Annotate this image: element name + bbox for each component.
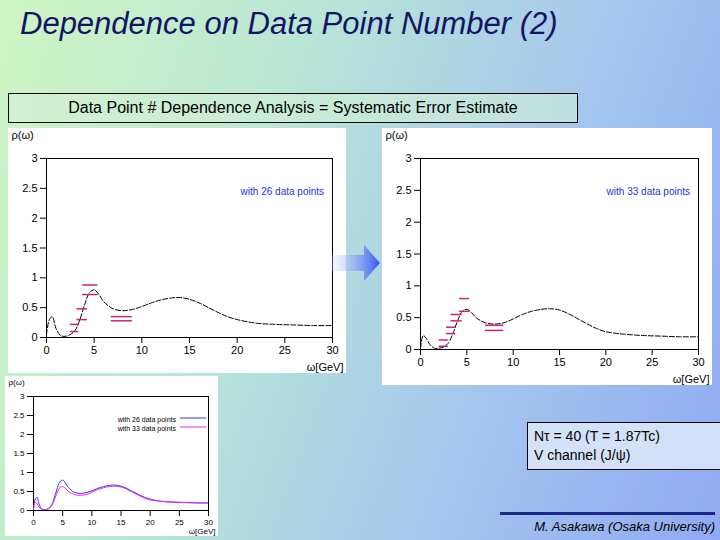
svg-text:5: 5 (91, 344, 97, 356)
svg-text:30: 30 (692, 356, 704, 368)
html-text:with 26 data points: with 26 data points (240, 186, 324, 197)
svg-text:1.5: 1.5 (13, 449, 25, 458)
svg-text:0: 0 (31, 331, 37, 343)
svg-text:0: 0 (405, 343, 411, 355)
svg-text:ω[GeV]: ω[GeV] (189, 527, 216, 536)
html-text:Nτ = 40 (T = 1.87Tc): Nτ = 40 (T = 1.87Tc) (534, 428, 660, 444)
svg-text:15: 15 (183, 344, 195, 356)
svg-text:5: 5 (464, 356, 470, 368)
html-text:V channel (J/ψ): V channel (J/ψ) (534, 447, 631, 463)
svg-text:15: 15 (117, 518, 126, 527)
svg-text:1: 1 (405, 279, 411, 291)
svg-text:ρ(ω): ρ(ω) (9, 378, 25, 387)
svg-text:20: 20 (600, 356, 612, 368)
html-text:with 33 data points: with 33 data points (117, 425, 176, 432)
svg-text:ω[GeV]: ω[GeV] (307, 361, 344, 373)
svg-text:20: 20 (146, 518, 155, 527)
html-text:with 33 data points: with 33 data points (606, 186, 690, 197)
svg-text:0: 0 (43, 344, 49, 356)
svg-text:0: 0 (20, 506, 25, 515)
html-text:Data Point # Dependence Analys: Data Point # Dependence Analysis = Syste… (68, 99, 518, 116)
svg-text:25: 25 (175, 518, 184, 527)
svg-text:25: 25 (279, 344, 291, 356)
html-text:Dependence on Data Point Numbe: Dependence on Data Point Number (2) (20, 6, 558, 41)
svg-text:10: 10 (507, 356, 519, 368)
svg-text:2: 2 (405, 216, 411, 228)
svg-text:ω[GeV]: ω[GeV] (673, 373, 710, 385)
svg-text:ρ(ω): ρ(ω) (12, 129, 34, 141)
svg-text:0: 0 (417, 356, 423, 368)
svg-text:2: 2 (20, 430, 25, 439)
svg-text:3: 3 (31, 152, 37, 164)
svg-text:ρ(ω): ρ(ω) (386, 129, 408, 141)
svg-text:10: 10 (87, 518, 96, 527)
svg-text:0: 0 (31, 518, 36, 527)
svg-text:1.5: 1.5 (396, 248, 411, 260)
svg-text:30: 30 (204, 518, 213, 528)
svg-text:2.5: 2.5 (22, 182, 37, 194)
svg-text:2: 2 (31, 212, 37, 224)
svg-text:10: 10 (136, 344, 148, 356)
html-text:M. Asakawa (Osaka University): M. Asakawa (Osaka University) (534, 519, 715, 534)
svg-text:3: 3 (20, 392, 25, 401)
svg-text:1: 1 (31, 271, 37, 283)
svg-text:5: 5 (60, 518, 65, 527)
svg-text:3: 3 (405, 152, 411, 164)
svg-text:0.5: 0.5 (22, 301, 37, 313)
svg-text:1: 1 (20, 468, 25, 477)
svg-text:25: 25 (646, 356, 658, 368)
svg-text:15: 15 (553, 356, 565, 368)
svg-text:2.5: 2.5 (396, 184, 411, 196)
svg-text:30: 30 (326, 344, 338, 356)
svg-text:20: 20 (231, 344, 243, 356)
svg-text:2.5: 2.5 (13, 411, 25, 420)
svg-text:0.5: 0.5 (396, 311, 411, 323)
svg-text:1.5: 1.5 (22, 242, 37, 254)
html-text:with 26 data points: with 26 data points (117, 416, 176, 423)
svg-text:0.5: 0.5 (13, 487, 25, 496)
